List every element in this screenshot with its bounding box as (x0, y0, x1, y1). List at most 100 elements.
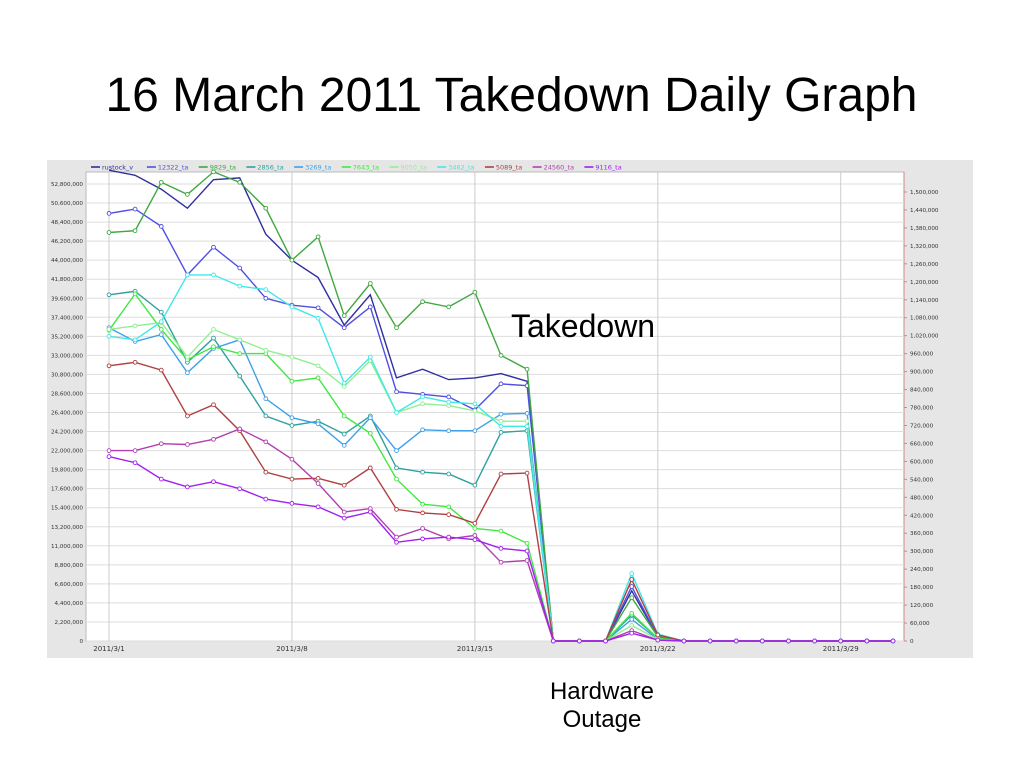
data-point (786, 638, 791, 644)
data-point (394, 325, 399, 331)
data-point (132, 337, 138, 343)
data-point (446, 534, 452, 540)
data-point (420, 427, 425, 433)
data-point (158, 367, 164, 373)
legend-item: 7643_ta (341, 164, 379, 172)
data-point (341, 380, 347, 386)
data-point (185, 192, 190, 197)
data-point (394, 448, 399, 453)
y-right-tick-label: 660,000 (910, 441, 934, 447)
data-point (106, 292, 112, 298)
y-right-tick-label: 1,260,000 (910, 262, 939, 268)
y-right-tick-label: 120,000 (910, 603, 934, 609)
y-right-tick-label: 900,000 (910, 370, 934, 376)
data-point (498, 559, 504, 565)
data-point (394, 476, 399, 482)
data-point (315, 234, 321, 240)
data-point (237, 486, 243, 492)
data-point (315, 315, 321, 321)
data-point (629, 623, 635, 628)
y-left-tick-label: 33,000,000 (51, 353, 83, 359)
y-left-tick-label: 6,600,000 (55, 582, 84, 588)
data-point (132, 359, 138, 365)
data-point (420, 510, 425, 516)
x-axis-tick-labels: 2011/3/1 2011/3/8 2011/3/15 2011/3/22 2011/3… (93, 645, 858, 653)
y-right-tick-label: 0 (910, 639, 914, 645)
data-point (263, 496, 269, 502)
data-point (341, 482, 347, 488)
data-point (158, 327, 164, 332)
data-point (367, 304, 373, 310)
legend-item: rustock_v (91, 164, 133, 172)
data-point (498, 381, 504, 387)
legend-item: 24560_ta (532, 164, 574, 172)
y-right-tick-label: 540,000 (910, 477, 934, 483)
data-point (472, 428, 478, 434)
data-point (681, 638, 687, 644)
data-point (158, 179, 164, 185)
data-point (655, 632, 661, 638)
data-point (498, 353, 504, 358)
data-point (158, 476, 164, 482)
data-point (289, 378, 295, 384)
data-point (420, 536, 425, 542)
data-point (211, 327, 216, 332)
legend-item: 2856_ta (246, 164, 284, 172)
data-point (472, 289, 478, 295)
data-point (629, 584, 635, 589)
data-point (446, 504, 452, 510)
series-9116_ta (106, 454, 896, 644)
data-point (132, 460, 138, 466)
x-tick-label: 2011/3/1 (93, 645, 124, 653)
data-point (341, 515, 347, 521)
y-left-tick-label: 22,000,000 (51, 449, 83, 455)
takedown-annotation: Takedown (511, 308, 656, 344)
data-point (550, 638, 556, 644)
data-point (394, 507, 399, 512)
data-point (185, 413, 190, 419)
y-left-tick-label: 11,000,000 (51, 544, 83, 550)
data-point (524, 558, 530, 563)
data-point (498, 546, 504, 551)
data-point (158, 332, 164, 337)
data-point (185, 354, 190, 360)
data-point (289, 257, 295, 263)
data-point (367, 465, 373, 471)
data-point (263, 347, 269, 353)
legend-item: 9050_ta (389, 164, 427, 172)
data-point (132, 323, 138, 329)
data-point (211, 169, 216, 175)
data-point (524, 411, 530, 416)
data-point (367, 415, 373, 421)
data-point (289, 501, 295, 506)
data-point (524, 423, 530, 429)
hardware-label: Hardware (549, 678, 655, 705)
y-right-tick-label: 1,440,000 (910, 208, 939, 214)
y-right-tick-label: 60,000 (910, 621, 930, 627)
data-point (394, 465, 399, 471)
legend-item: 12322_ta (146, 164, 188, 172)
y-left-tick-label: 48,400,000 (51, 220, 83, 226)
y-right-tick-label: 240,000 (910, 567, 934, 573)
y-right-tick-label: 780,000 (910, 406, 934, 412)
y-right-tick-label: 480,000 (910, 495, 934, 501)
data-point (185, 442, 190, 447)
data-point (394, 539, 399, 545)
y-right-tick-label: 1,080,000 (910, 316, 939, 322)
data-point (420, 501, 425, 507)
data-point (211, 479, 216, 485)
data-point (211, 344, 216, 350)
data-point (341, 325, 347, 331)
data-point (341, 313, 347, 318)
data-point (629, 577, 635, 582)
y-left-tick-label: 28,600,000 (51, 391, 83, 397)
data-point (629, 595, 635, 601)
legend-label: rustock_v (102, 164, 133, 172)
y-right-tick-label: 600,000 (910, 459, 934, 465)
legend-label: 7643_ta (353, 164, 379, 172)
y-right-tick-label: 840,000 (910, 388, 934, 394)
takedown-line-chart: 0 2,200,000 4,400,000 6,600,000 8,800,000 11,… (47, 160, 973, 658)
data-point (446, 399, 452, 405)
legend-item: 3462_ta (437, 164, 475, 172)
data-point (446, 471, 452, 477)
